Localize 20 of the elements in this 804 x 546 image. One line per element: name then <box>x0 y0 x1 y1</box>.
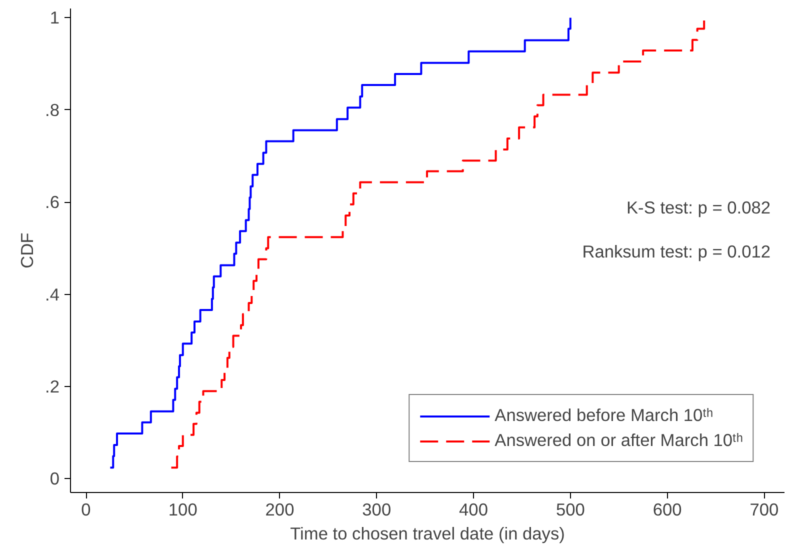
y-tick-label: 1 <box>50 8 60 28</box>
x-tick-label: 300 <box>362 500 392 520</box>
x-axis-title: Time to chosen travel date (in days) <box>290 524 565 544</box>
y-tick-label: .4 <box>45 284 60 304</box>
y-tick-label: 0 <box>50 468 60 489</box>
x-tick-label: 700 <box>750 500 779 520</box>
x-tick-label: 600 <box>652 500 682 520</box>
annotation: Ranksum test: p = 0.012 <box>582 242 771 262</box>
x-tick-label: 100 <box>168 500 198 520</box>
y-tick-label: .6 <box>45 192 60 212</box>
x-tick-label: 500 <box>556 500 585 520</box>
y-tick-label: .2 <box>45 376 60 396</box>
annotation: K-S test: p = 0.082 <box>626 198 771 218</box>
x-tick-label: 0 <box>81 500 91 520</box>
x-tick-label: 200 <box>265 500 294 520</box>
y-axis-title: CDF <box>17 232 38 268</box>
x-tick-label: 400 <box>459 500 488 520</box>
legend-label: Answered before March 10ᵗʰ <box>494 405 714 426</box>
y-tick-label: .8 <box>45 100 60 120</box>
legend-label: Answered on or after March 10ᵗʰ <box>494 430 743 451</box>
